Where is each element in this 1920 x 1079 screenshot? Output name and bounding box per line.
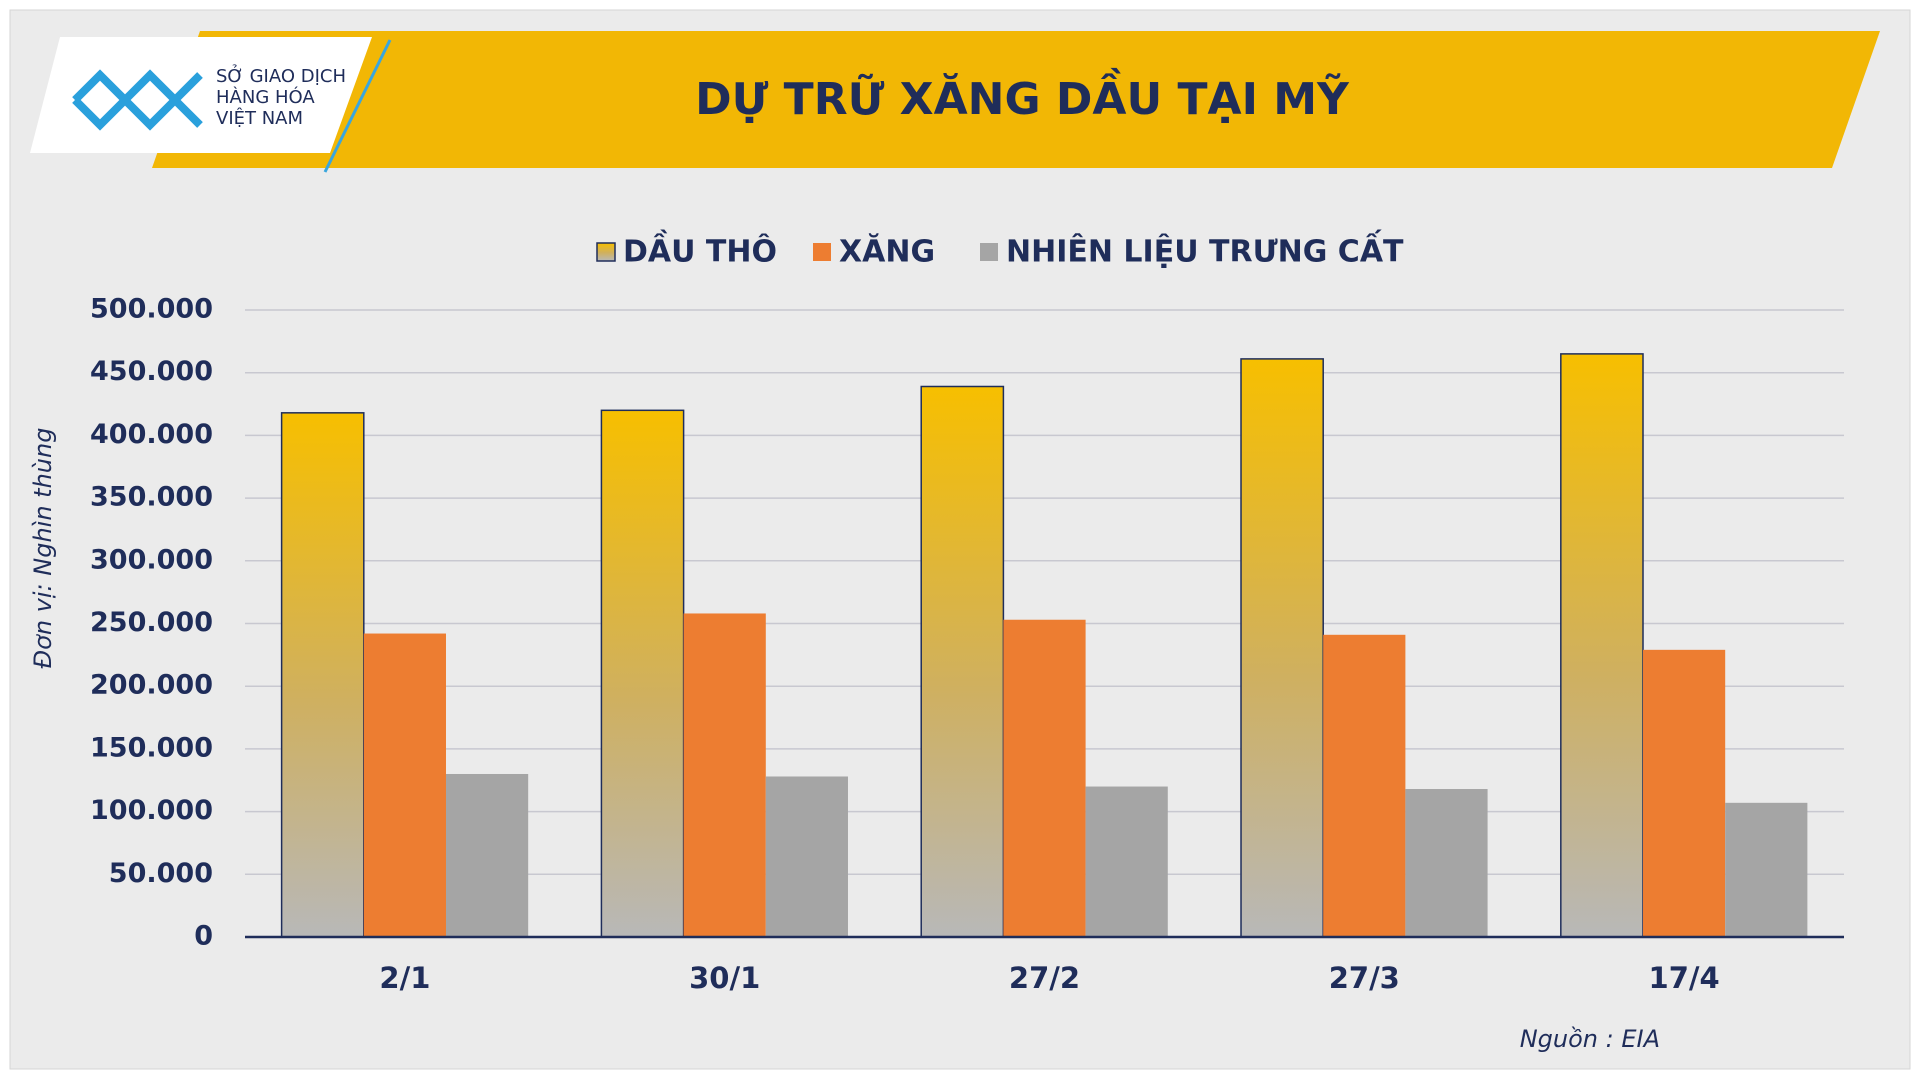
title-banner xyxy=(152,31,1880,168)
y-tick-label: 500.000 xyxy=(90,294,213,325)
y-tick-label: 400.000 xyxy=(90,419,213,450)
legend-swatch xyxy=(980,243,998,261)
legend-label: NHIÊN LIỆU TRƯNG CẤT xyxy=(1006,229,1404,270)
y-tick-label: 300.000 xyxy=(90,544,213,575)
bar xyxy=(600,409,685,938)
y-axis-label: Đơn vị: Nghìn thùng xyxy=(29,428,57,669)
legend-label: XĂNG xyxy=(839,233,935,270)
y-tick-label: 250.000 xyxy=(90,607,213,638)
chart-title: DỰ TRỮ XĂNG DẦU TẠI MỸ xyxy=(695,67,1350,125)
bar xyxy=(363,633,446,937)
bar xyxy=(920,385,1005,938)
bar xyxy=(1560,353,1644,938)
logo-icon xyxy=(72,69,203,131)
bar xyxy=(1240,358,1324,938)
bar xyxy=(1405,789,1488,937)
x-tick-label: 2/1 xyxy=(379,961,430,995)
logo-text: SỞ GIAO DỊCH xyxy=(216,64,346,87)
source-note: Nguồn : EIA xyxy=(1520,1025,1660,1053)
x-tick-label: 30/1 xyxy=(689,961,760,995)
logo-accent xyxy=(323,39,392,173)
x-tick-label: 17/4 xyxy=(1649,961,1720,995)
y-tick-label: 0 xyxy=(194,921,213,952)
y-tick-label: 450.000 xyxy=(90,356,213,387)
bar xyxy=(1323,634,1406,937)
bar xyxy=(445,773,529,937)
bar xyxy=(683,613,766,937)
legend-swatch xyxy=(813,243,831,261)
y-tick-label: 150.000 xyxy=(90,732,213,763)
bar xyxy=(1643,649,1726,937)
y-tick-label: 200.000 xyxy=(90,670,213,701)
y-tick-label: 50.000 xyxy=(109,858,213,889)
bar xyxy=(280,412,365,938)
logo-box xyxy=(30,37,372,153)
bar xyxy=(1003,619,1086,937)
bar xyxy=(1725,802,1808,937)
y-tick-label: 350.000 xyxy=(90,482,213,513)
y-tick-label: 100.000 xyxy=(90,795,213,826)
legend-swatch xyxy=(596,242,616,262)
bar xyxy=(765,776,848,937)
legend-label: DẦU THÔ xyxy=(623,230,777,270)
x-tick-label: 27/3 xyxy=(1329,961,1400,995)
x-tick-label: 27/2 xyxy=(1009,961,1080,995)
logo-text: VIỆT NAM xyxy=(216,107,303,129)
bar xyxy=(1085,786,1168,937)
logo-text: HÀNG HÓA xyxy=(216,86,315,108)
